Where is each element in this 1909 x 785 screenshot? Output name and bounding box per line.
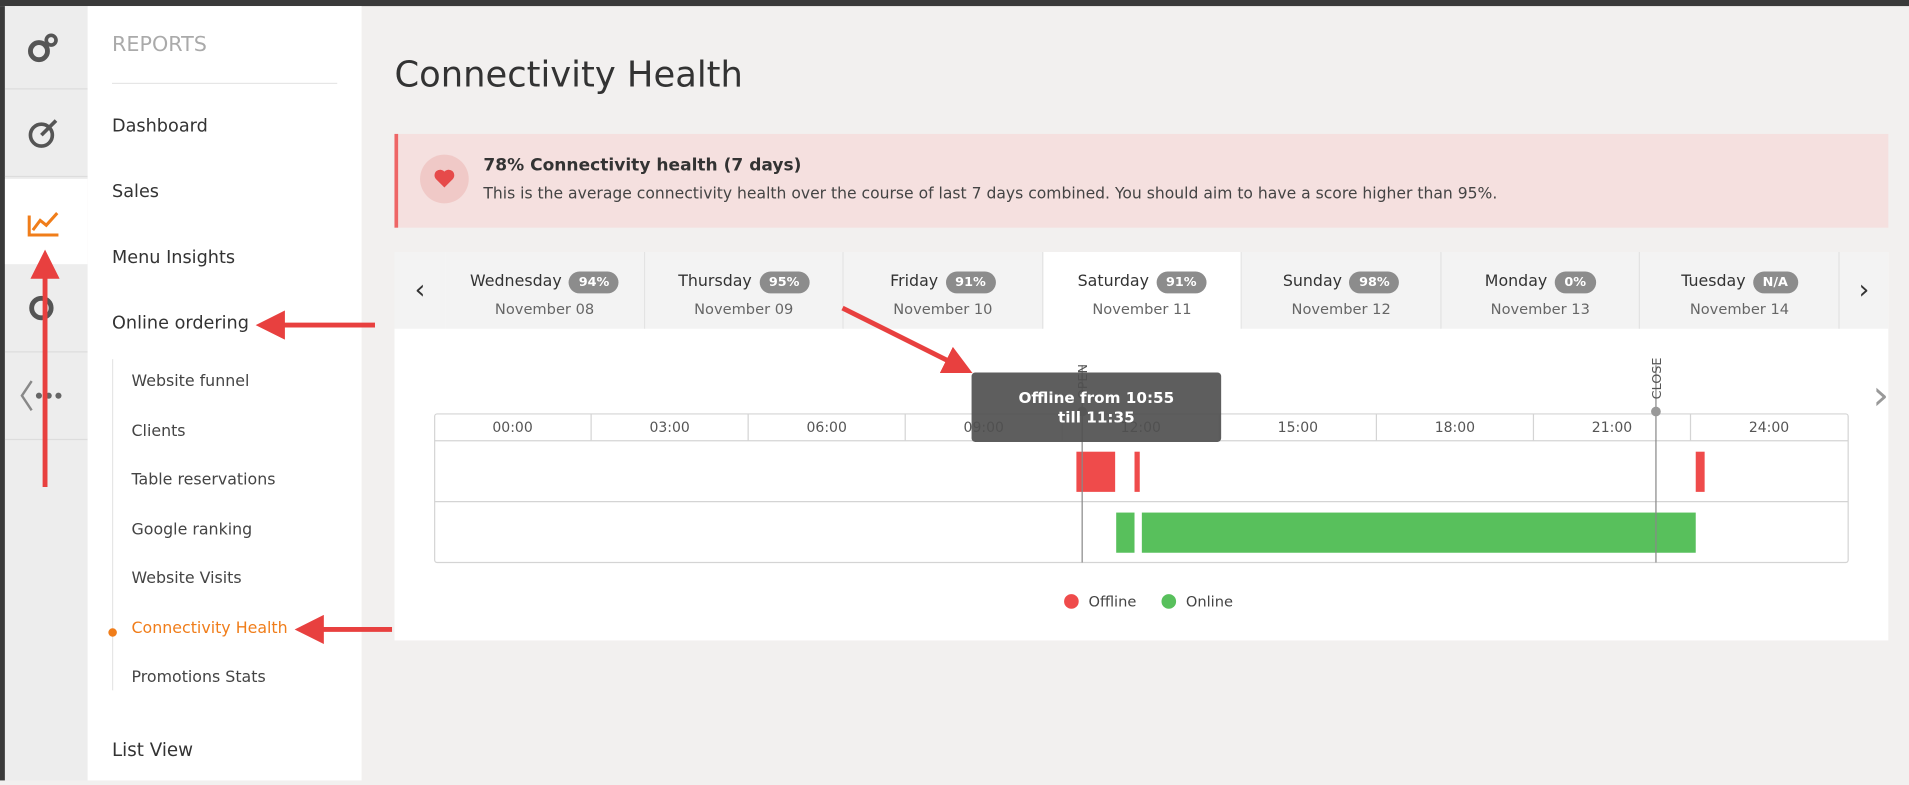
gear-icon[interactable] xyxy=(29,295,54,321)
day-tab[interactable]: Monday 0% November 13 xyxy=(1441,252,1641,329)
day-tab[interactable]: Sunday 98% November 12 xyxy=(1242,252,1442,329)
day-badge: 0% xyxy=(1554,271,1596,294)
day-label: Wednesday xyxy=(470,272,562,291)
alert-title: 78% Connectivity health (7 days) xyxy=(483,155,802,176)
prev-button[interactable]: ‹ xyxy=(394,252,446,329)
heart xyxy=(434,169,455,188)
day-label: Thursday xyxy=(678,272,752,291)
day-name: Wednesday 94% xyxy=(446,271,644,294)
rail-icons xyxy=(4,33,88,441)
day-badge: 98% xyxy=(1349,271,1400,294)
settings-icon[interactable] xyxy=(28,40,50,63)
day-date: November 10 xyxy=(893,300,993,318)
segment xyxy=(1116,512,1135,553)
day-name: Sunday 98% xyxy=(1242,271,1440,294)
x-tick-label: 18:00 xyxy=(1435,420,1475,436)
page-title: Connectivity Health xyxy=(394,53,743,95)
divider xyxy=(112,82,338,85)
nav-item[interactable]: Sales xyxy=(112,182,159,203)
sub-item[interactable]: Website Visits xyxy=(131,569,242,589)
marker-dot xyxy=(1651,406,1661,417)
day-tab[interactable]: Friday 91% November 10 xyxy=(843,252,1044,329)
day-badge: 95% xyxy=(759,271,810,294)
sub-item[interactable]: Promotions Stats xyxy=(131,668,266,687)
x-tick-label: 24:00 xyxy=(1749,420,1789,436)
day-card: ‹ › Wednesday 94% November 08 Thursday 95% No… xyxy=(394,252,1889,641)
day-badge: 91% xyxy=(1156,271,1207,294)
segment xyxy=(1134,451,1140,492)
more-icon xyxy=(45,392,52,399)
day-date: November 14 xyxy=(1689,300,1790,318)
heart-icon xyxy=(420,154,469,204)
day-badge: 91% xyxy=(945,271,996,294)
segment xyxy=(1695,451,1705,492)
more-icon xyxy=(55,392,62,399)
x-tick-label: 03:00 xyxy=(649,420,689,436)
reports-icon xyxy=(31,212,59,232)
marker-label: CLOSE xyxy=(1650,358,1665,400)
more-icon[interactable] xyxy=(35,392,43,399)
tooltip: Offline from 10:55 till 11:35 xyxy=(971,372,1222,442)
collapse-icon[interactable] xyxy=(20,380,33,411)
day-label: Saturday xyxy=(1077,272,1149,291)
x-tick-label: 00:00 xyxy=(492,420,532,436)
day-tab[interactable]: Wednesday 94% November 08 xyxy=(445,252,645,329)
day-name: Saturday 91% xyxy=(1043,271,1241,294)
day-label: Monday xyxy=(1484,272,1548,291)
x-tick-label: 21:00 xyxy=(1592,420,1632,436)
day-badge: N/A xyxy=(1752,271,1798,294)
active-dot xyxy=(108,627,117,637)
legend-label: Offline xyxy=(1088,593,1136,610)
nav-item[interactable]: Online ordering xyxy=(112,314,249,334)
day-name: Monday 0% xyxy=(1441,271,1639,294)
day-tab[interactable]: Thursday 95% November 09 xyxy=(644,252,844,329)
day-label: Friday xyxy=(890,272,939,291)
day-tab[interactable]: Saturday 91% November 11 xyxy=(1043,252,1243,329)
settings-icon xyxy=(44,33,58,47)
sidebar-heading: REPORTS xyxy=(112,32,207,58)
day-name: Tuesday N/A xyxy=(1640,271,1838,294)
reports-icon[interactable] xyxy=(27,215,59,237)
day-badge: 94% xyxy=(568,271,620,294)
alert-text: This is the average connectivity health … xyxy=(483,185,1498,204)
segment xyxy=(1076,451,1116,492)
sub-line xyxy=(112,359,114,691)
nav-item[interactable]: Dashboard xyxy=(112,116,208,137)
sub-item[interactable]: Clients xyxy=(131,421,186,441)
sub-item[interactable]: Website funnel xyxy=(131,372,250,391)
target-icon[interactable] xyxy=(28,122,55,148)
legend-dot xyxy=(1161,594,1177,609)
day-name: Thursday 95% xyxy=(645,271,843,294)
day-label: Sunday xyxy=(1282,272,1343,291)
nav-item[interactable]: List View xyxy=(112,739,194,761)
top-bar xyxy=(0,0,1909,7)
day-tab[interactable]: Tuesday N/A November 14 xyxy=(1640,252,1840,329)
day-date: November 08 xyxy=(494,300,595,318)
next-button[interactable]: › xyxy=(1839,252,1889,329)
legend-dot xyxy=(1064,594,1079,609)
day-name: Friday 91% xyxy=(844,271,1042,294)
x-tick-label: 06:00 xyxy=(807,420,847,436)
day-date: November 11 xyxy=(1092,300,1192,318)
sub-item[interactable]: Table reservations xyxy=(131,471,276,490)
alert: 78% Connectivity health (7 days) This is… xyxy=(394,133,1889,228)
target-icon xyxy=(40,119,58,137)
sub-item[interactable]: Google ranking xyxy=(131,520,253,539)
page-next[interactable]: › xyxy=(1872,371,1890,421)
sidebar: REPORTS List View Dashboard Sales Menu Ins… xyxy=(87,6,362,781)
nav-item[interactable]: Menu Insights xyxy=(112,248,236,268)
active-tab[interactable] xyxy=(4,178,88,265)
day-date: November 09 xyxy=(694,300,794,318)
day-date: November 12 xyxy=(1291,300,1391,318)
day-label: Tuesday xyxy=(1681,272,1746,291)
x-tick-label: 15:00 xyxy=(1278,420,1318,436)
segment xyxy=(1141,512,1696,553)
day-date: November 13 xyxy=(1490,300,1590,318)
sub-item[interactable]: Connectivity Health xyxy=(131,619,288,638)
icon-rail xyxy=(0,6,88,781)
legend-label: Online xyxy=(1186,593,1233,610)
